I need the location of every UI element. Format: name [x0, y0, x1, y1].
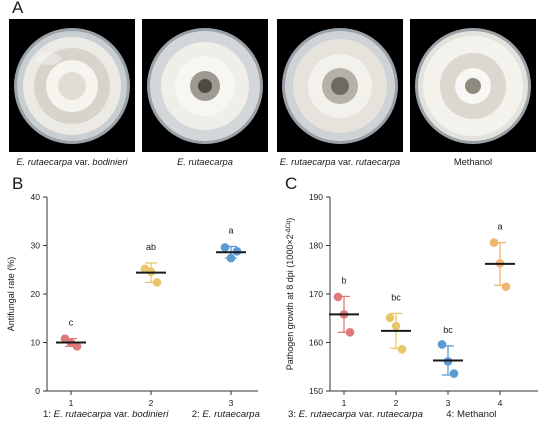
chart-antifungal-rate: 0 10 20 30 40 Antifungal rate (%) 1 c 2 ab 3 a — [6, 192, 258, 406]
x-tick-label: 3 — [229, 398, 234, 406]
chart-pathogen-growth: 150 160 170 180 190 Pathogen growth at 8 dpi … — [285, 192, 538, 406]
x-tick-label: 3 — [446, 398, 451, 406]
y-tick-label: 190 — [309, 192, 323, 202]
data-point — [333, 292, 343, 302]
significance-letter: bc — [391, 292, 401, 302]
data-point — [72, 342, 82, 351]
legend-b: 1: E. rutaecarpa var. bodinieri 2: E. ru… — [43, 409, 260, 420]
petri-plate-1 — [9, 19, 135, 152]
y-axis-label: Antifungal rate (%) — [6, 257, 16, 332]
y-tick-label: 170 — [309, 289, 323, 299]
x-tick-label: 4 — [498, 398, 503, 406]
significance-letter: c — [69, 318, 74, 328]
data-point — [60, 334, 70, 343]
data-point — [449, 369, 459, 378]
y-tick-label: 20 — [31, 289, 41, 299]
x-tick-label: 1 — [342, 398, 347, 406]
y-tick-label: 30 — [31, 241, 41, 251]
significance-letter: bc — [443, 325, 453, 335]
data-point — [152, 278, 162, 287]
plate-label-2: E. rutaecarpa — [177, 157, 233, 167]
data-point — [226, 253, 236, 263]
plate-label-3: E. rutaecarpa var. rutaecarpa — [279, 157, 401, 167]
panel-label-c: C — [285, 174, 298, 193]
y-tick-label: 180 — [309, 241, 323, 251]
plate-label-1: E. rutaecarpa var. bodinieri — [16, 157, 128, 167]
data-point — [501, 282, 511, 292]
y-tick-label: 10 — [31, 338, 41, 348]
significance-letter: a — [228, 225, 233, 235]
significance-letter: ab — [146, 242, 156, 252]
data-point — [489, 238, 499, 247]
data-point — [385, 313, 395, 323]
panel-label-a: A — [12, 0, 24, 17]
y-tick-label: 40 — [31, 192, 41, 202]
y-tick-label: 0 — [35, 386, 40, 396]
x-tick-label: 1 — [69, 398, 74, 406]
y-tick-label: 150 — [309, 386, 323, 396]
x-tick-label: 2 — [394, 398, 399, 406]
petri-plate-2 — [142, 19, 268, 152]
data-point — [345, 328, 355, 337]
data-point — [397, 344, 407, 354]
panel-label-b: B — [12, 174, 24, 193]
significance-letter: a — [497, 222, 502, 232]
significance-letter: b — [341, 275, 346, 285]
y-axis-label: Pathogen growth at 8 dpi (1000×2-ΔCq) — [285, 218, 295, 371]
legend-c: 3: E. rutaecarpa var. rutaecarpa 4: Meth… — [288, 409, 497, 420]
y-tick-label: 160 — [309, 338, 323, 348]
x-tick-label: 2 — [149, 398, 154, 406]
petri-plate-3 — [277, 19, 403, 152]
data-point — [220, 243, 230, 252]
plate-label-4: Methanol — [453, 157, 493, 167]
data-point — [391, 321, 401, 331]
petri-plate-4 — [410, 19, 536, 152]
data-point — [437, 340, 447, 349]
